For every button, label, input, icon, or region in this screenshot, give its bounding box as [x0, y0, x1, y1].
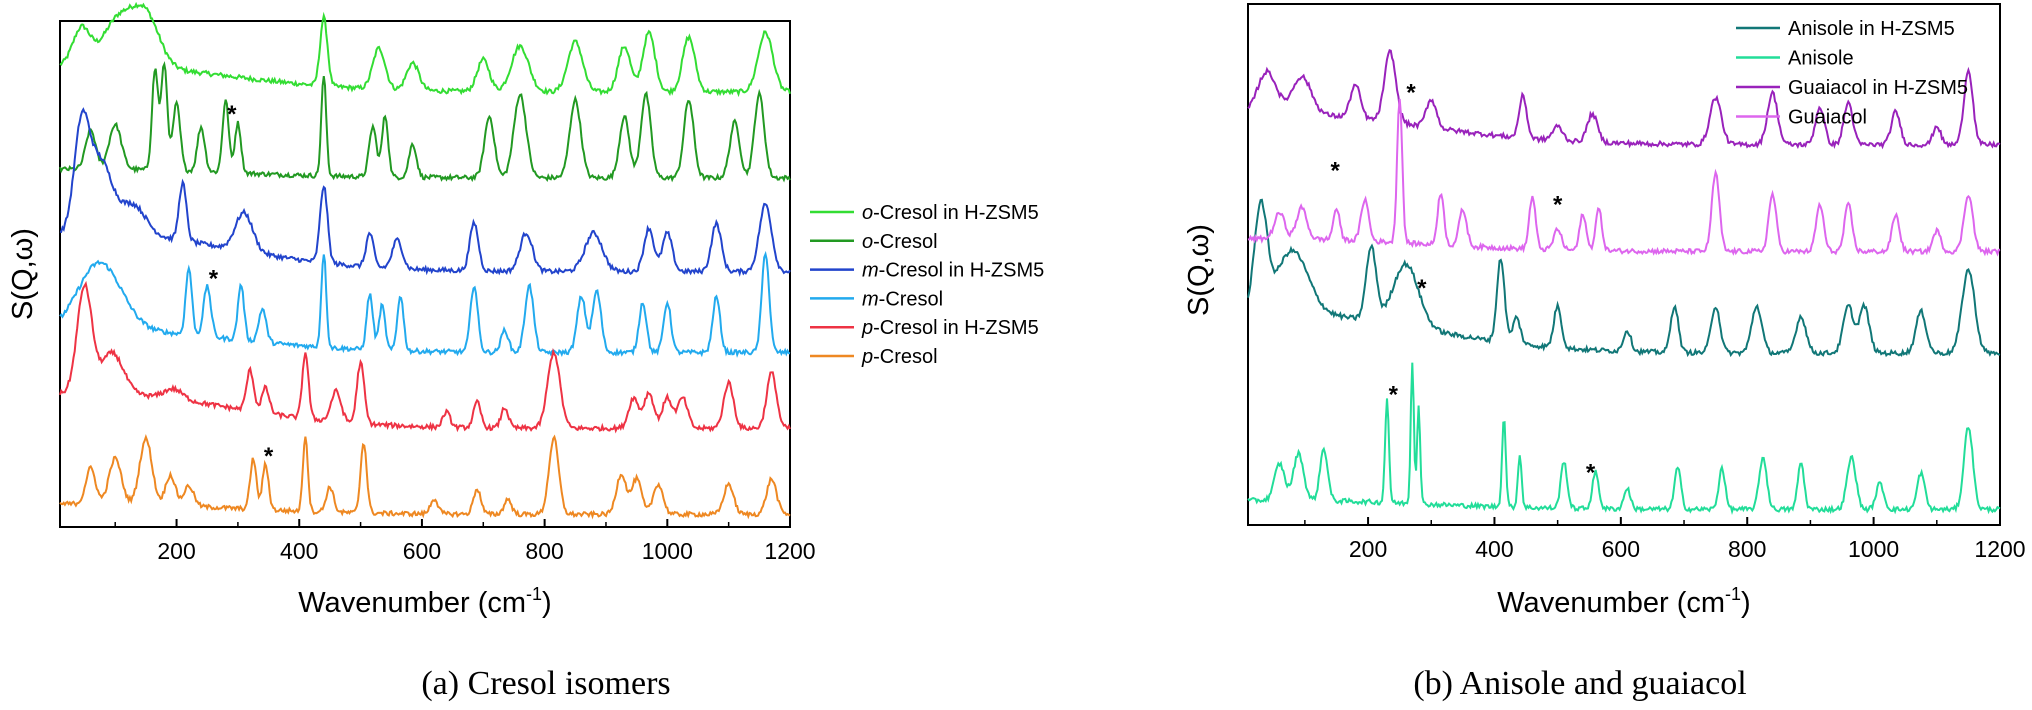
x-tick-label: 600 [1602, 536, 1640, 562]
legend-label-p-cresol: p-Cresol [861, 346, 938, 368]
caption: (a) Cresol isomers [421, 665, 670, 702]
series-layer [1247, 49, 2001, 515]
x-tick-label: 200 [157, 538, 195, 564]
legend-label-m-cresol-in-h-zsm5: m-Cresol in H-ZSM5 [862, 260, 1044, 282]
annotation-star: * [264, 443, 274, 470]
panel-anisole-guaiacol: * * * * * * 200 400 600 800 1000 1200 Wavenumber (… [1183, 3, 2026, 702]
annotation-star: * [1586, 460, 1596, 487]
annotation-star: * [227, 101, 237, 128]
x-tick-label: 400 [1475, 536, 1513, 562]
x-tick-label: 600 [403, 538, 441, 564]
series-line-anisole [1247, 362, 2001, 515]
legend-label-m-cresol: m-Cresol [862, 288, 943, 310]
series-layer [59, 1, 791, 520]
y-axis-title: S(Q,ω) [1183, 224, 1215, 316]
x-tick-label: 400 [280, 538, 318, 564]
annotation-layer: * * * * * * [1331, 79, 1596, 486]
x-tick-label: 1200 [764, 538, 815, 564]
panel-cresol-isomers: * * * 200 400 600 800 1000 1200 Wavenumber (cm-… [7, 1, 1044, 702]
annotation-layer: * * * [209, 101, 274, 470]
annotation-star: * [209, 266, 219, 293]
x-tick-label: 1200 [1974, 536, 2025, 562]
x-tick-label: 1000 [1848, 536, 1899, 562]
series-line-guaiacol [1247, 98, 2001, 257]
legend-label-o-cresol-in-h-zsm5: o-Cresol in H-ZSM5 [862, 202, 1039, 224]
series-line-p-cresol [59, 433, 791, 520]
legend: Anisole in H-ZSM5 Anisole Guaiacol in H-ZS… [1736, 18, 1968, 129]
x-tick-label: 800 [525, 538, 563, 564]
x-tick-layer: 200 400 600 800 1000 1200 [114, 519, 816, 564]
annotation-star: * [1417, 275, 1427, 302]
legend: o-Cresol in H-ZSM5 o-Cresol m-Cresol in H-… [810, 202, 1044, 368]
legend-label-anisole-in-h-zsm5: Anisole in H-ZSM5 [1788, 18, 1955, 40]
series-line-o-cresol-in-h-zsm5 [59, 1, 791, 98]
legend-label-p-cresol-in-h-zsm5: p-Cresol in H-ZSM5 [861, 317, 1039, 339]
series-line-p-cresol-in-h-zsm5 [59, 280, 791, 434]
x-tick-label: 200 [1349, 536, 1387, 562]
series-line-anisole-in-h-zsm5 [1247, 198, 2001, 358]
x-axis-title: Wavenumber (cm-1) [298, 584, 551, 619]
x-axis-title: Wavenumber (cm-1) [1497, 584, 1750, 619]
series-line-m-cresol-in-h-zsm5 [59, 107, 791, 277]
annotation-star: * [1389, 382, 1399, 409]
plot-frame [59, 20, 791, 528]
plot-frame [1247, 3, 2001, 526]
series-line-m-cresol [59, 250, 791, 358]
annotation-star: * [1406, 79, 1416, 106]
caption: (b) Anisole and guaiacol [1413, 665, 1746, 702]
series-line-guaiacol-in-h-zsm5 [1247, 49, 2001, 150]
annotation-star: * [1553, 191, 1563, 218]
x-tick-label: 800 [1728, 536, 1766, 562]
legend-label-o-cresol: o-Cresol [862, 231, 938, 253]
x-tick-layer: 200 400 600 800 1000 1200 [1304, 517, 2026, 562]
legend-label-anisole: Anisole [1788, 48, 1854, 70]
x-tick-label: 1000 [642, 538, 693, 564]
legend-label-guaiacol: Guaiacol [1788, 107, 1867, 129]
series-line-o-cresol [59, 61, 791, 183]
y-axis-title: S(Q,ω) [7, 228, 39, 320]
legend-label-guaiacol-in-h-zsm5: Guaiacol in H-ZSM5 [1788, 77, 1968, 99]
annotation-star: * [1331, 158, 1341, 185]
